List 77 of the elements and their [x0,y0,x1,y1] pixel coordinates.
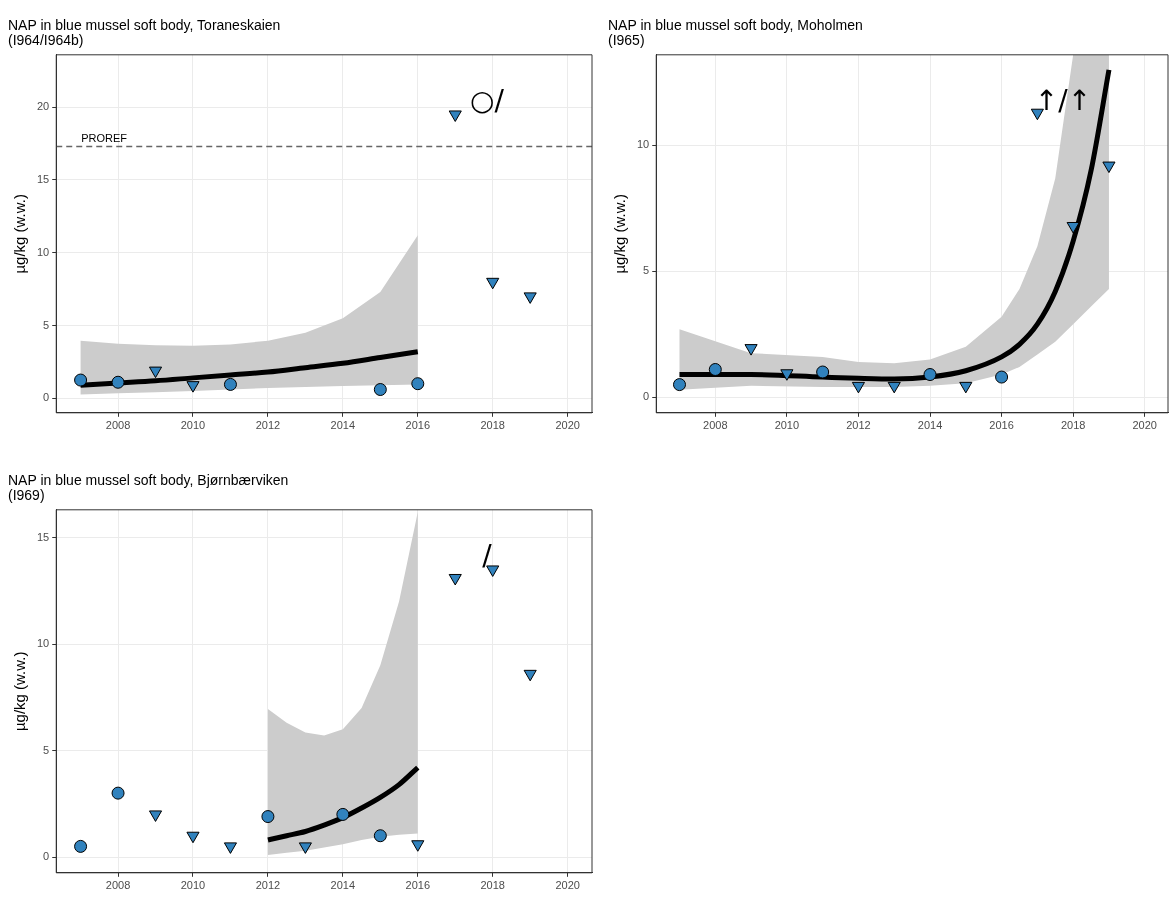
x-tick-label: 2008 [105,879,131,892]
point [186,381,200,393]
x-tick-label: 2008 [703,419,728,432]
y-tick-label: 10 [636,138,650,151]
point [1102,161,1116,174]
x-tick-label: 2012 [255,879,281,892]
point [111,786,125,800]
point [148,810,163,822]
x-tick-label: 2008 [105,419,131,432]
annotation: / [482,539,493,573]
point [673,378,686,392]
y-tick-label: 0 [643,390,650,403]
point [223,842,238,854]
x-tick-label: 2016 [989,419,1014,432]
point [261,810,275,824]
x-tick-label: 2020 [555,879,580,892]
point [411,377,425,391]
ref-line-label: PROREF [81,132,128,145]
point [959,381,973,394]
point [148,366,163,379]
point [411,840,425,852]
x-tick-label: 2014 [330,879,356,892]
x-tick-label: 2018 [480,419,505,432]
point [448,573,462,586]
y-axis-title: µg/kg (w.w.) [611,194,629,274]
x-tick-label: 2016 [405,419,431,432]
y-tick-label: 5 [643,264,650,277]
point [851,381,865,394]
x-tick-label: 2020 [555,419,580,432]
point [111,375,125,389]
chart-title: NAP in blue mussel soft body, Bjørnbærviken (I969) [8,471,289,503]
annotation: ○/ [470,84,505,118]
y-tick-label: 20 [36,100,50,113]
y-tick-label: 5 [43,318,50,331]
point [448,110,462,122]
x-tick-label: 2010 [180,879,206,892]
x-tick-label: 2020 [1132,419,1157,432]
point [744,344,758,356]
point [523,669,537,682]
y-tick-label: 10 [36,637,50,650]
point [186,831,200,844]
x-tick-label: 2012 [255,419,281,432]
point [223,377,237,391]
point [1066,222,1080,234]
y-tick-label: 0 [43,391,50,404]
x-tick-label: 2014 [917,419,943,432]
point [995,370,1009,384]
point [373,383,387,397]
point [923,368,937,382]
point [816,365,830,379]
y-tick-label: 0 [43,850,50,863]
x-tick-label: 2018 [1060,419,1086,432]
y-axis-title: µg/kg (w.w.) [11,194,29,274]
point [336,807,350,821]
x-tick-label: 2014 [330,419,356,432]
point [74,839,88,853]
y-tick-label: 15 [36,172,50,185]
x-tick-label: 2012 [846,419,871,432]
point [74,373,88,387]
point [486,277,500,290]
point [373,829,387,843]
point [708,363,722,376]
x-tick-label: 2010 [774,419,800,432]
chart-title: NAP in blue mussel soft body, Moholmen (I965) [608,16,863,48]
chart-title: NAP in blue mussel soft body, Toraneskaien (I964/I964b) [8,16,281,48]
point [780,369,794,381]
x-tick-label: 2010 [180,419,206,432]
x-tick-label: 2018 [480,879,505,892]
point [523,292,537,304]
y-tick-label: 15 [36,530,50,543]
annotation: ↑/↑ [1034,84,1092,118]
y-tick-label: 10 [36,245,50,258]
point [887,381,901,394]
point [298,842,312,854]
x-tick-label: 2016 [405,879,431,892]
y-tick-label: 5 [43,743,50,756]
y-axis-title: µg/kg (w.w.) [11,651,29,732]
